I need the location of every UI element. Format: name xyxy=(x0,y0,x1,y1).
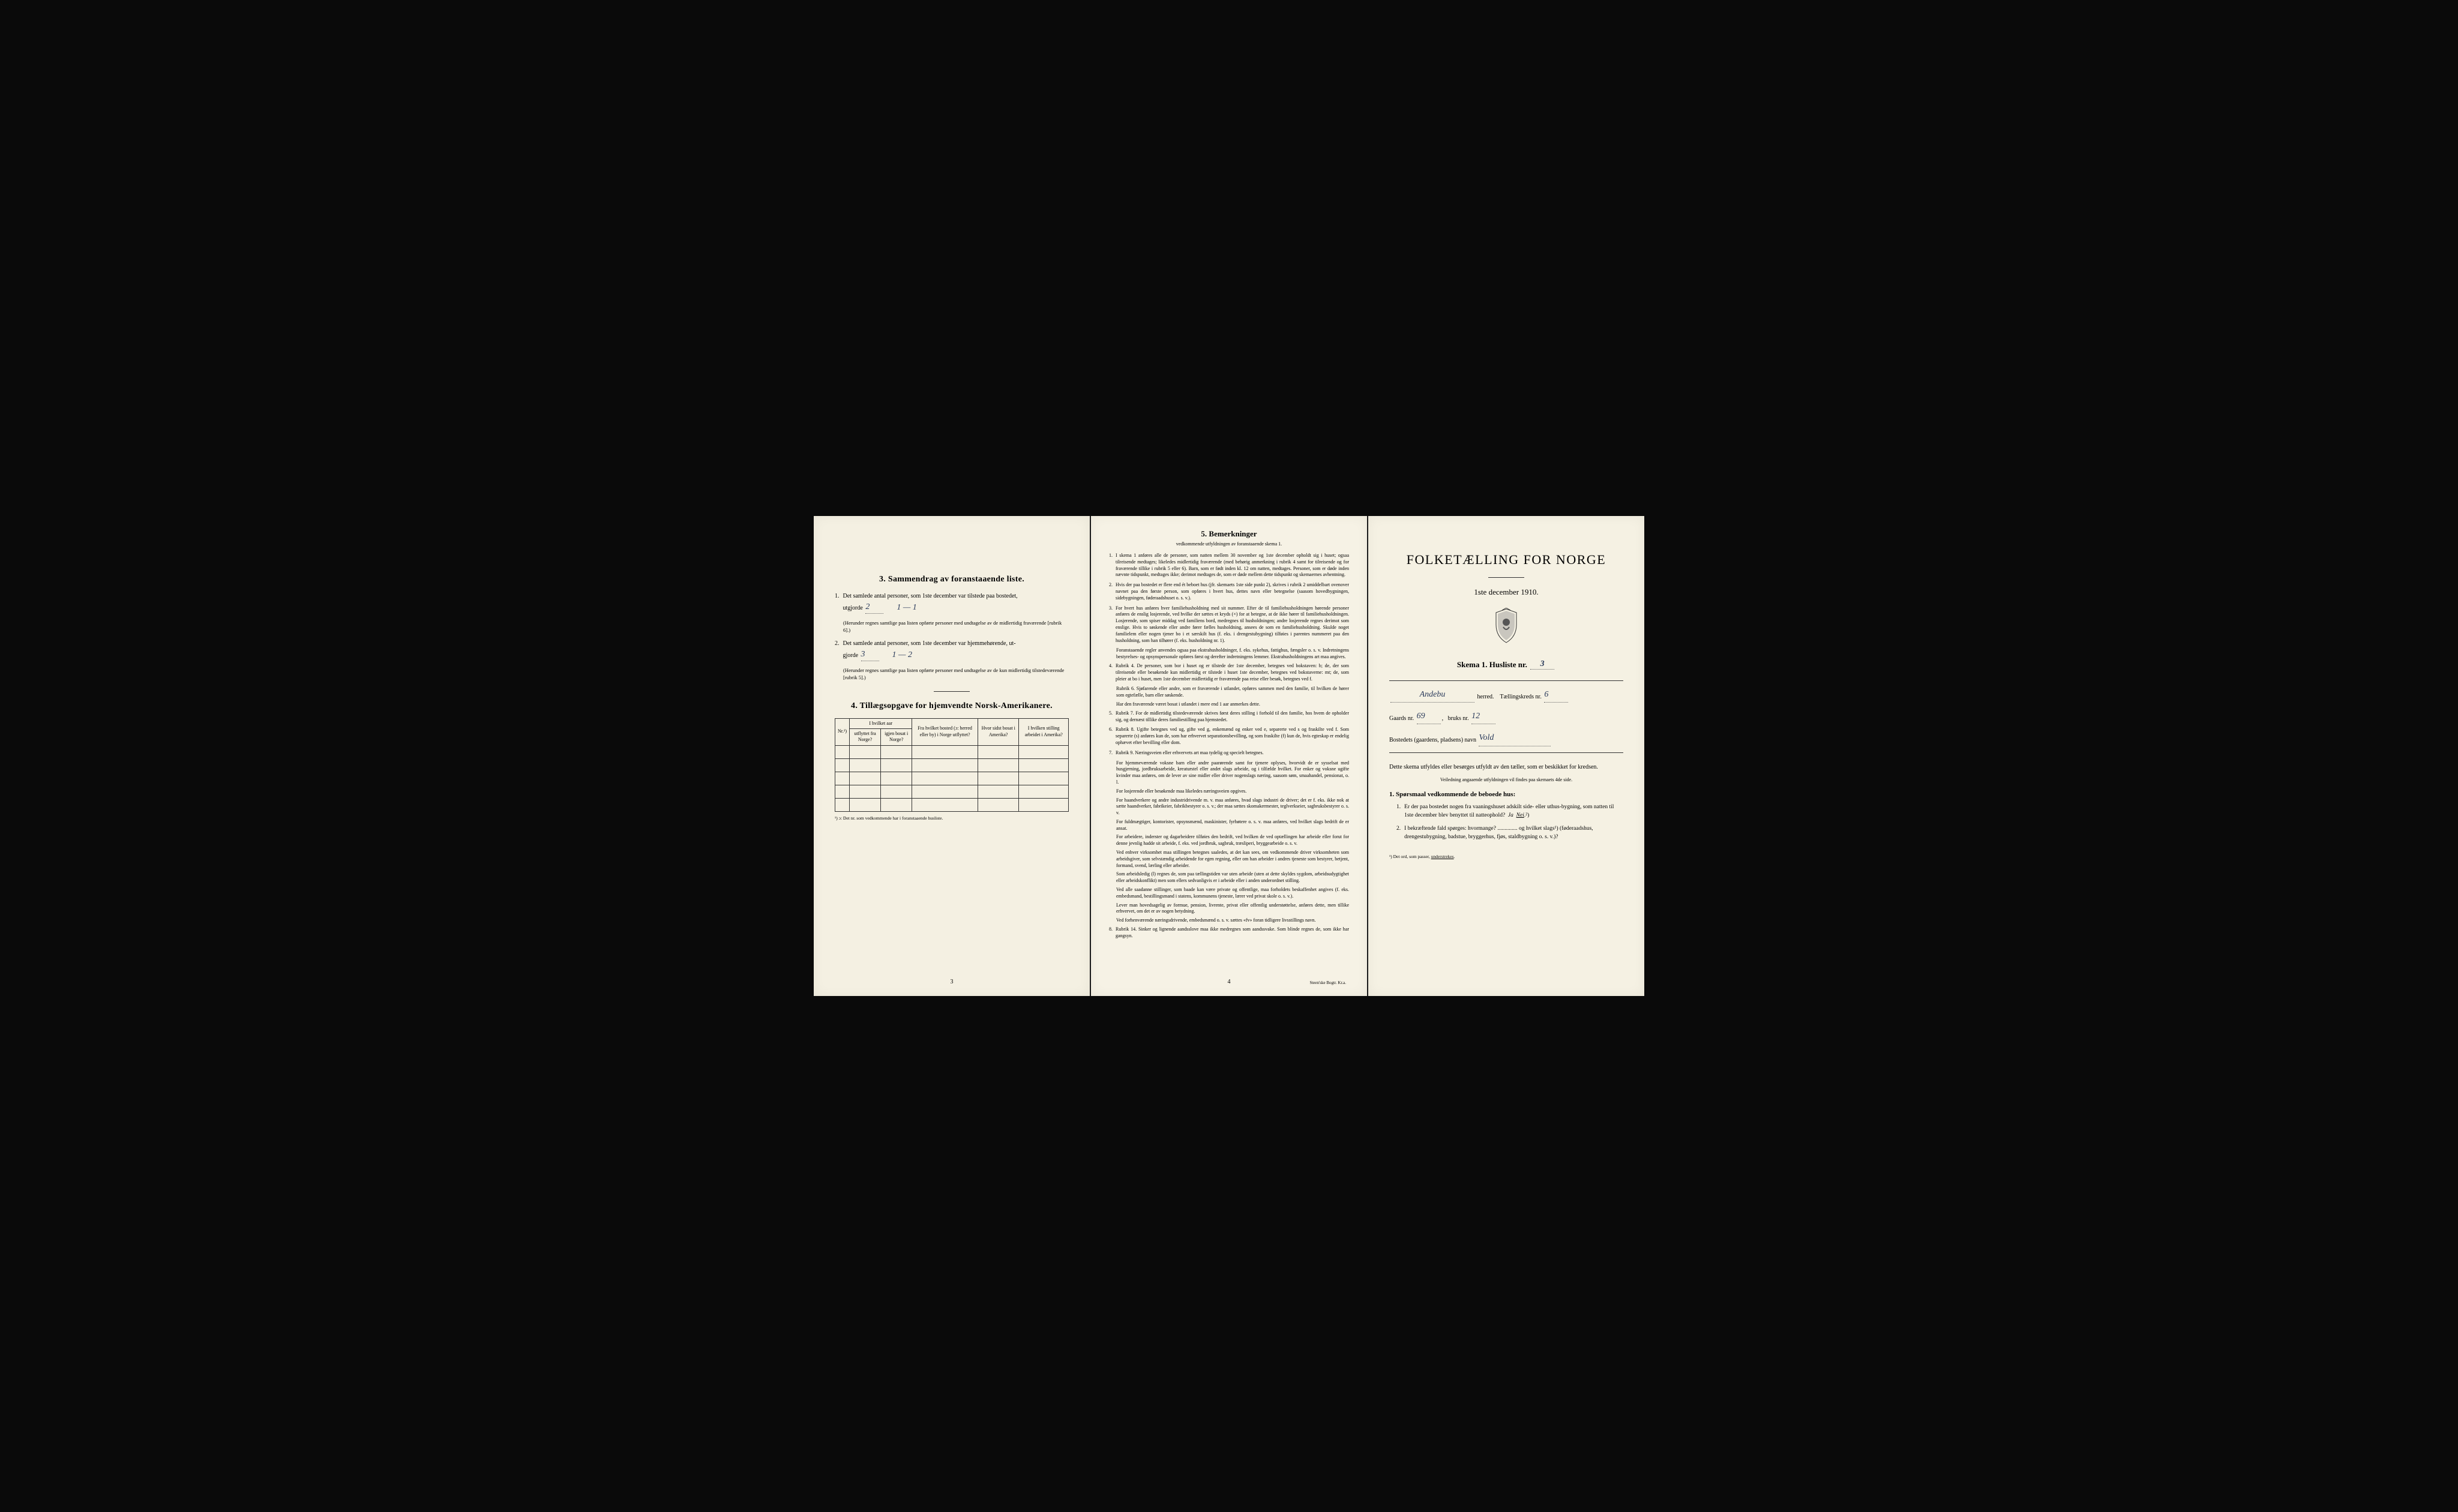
bruks-value: 12 xyxy=(1471,712,1480,721)
section5-title: 5. Bemerkninger xyxy=(1109,529,1349,539)
page-number: 3 xyxy=(951,979,954,985)
table-row xyxy=(835,785,1069,798)
divider xyxy=(1488,577,1524,578)
bosted-line: Bostedets (gaardens, pladsens) navn Vold xyxy=(1389,730,1623,746)
main-title: FOLKETÆLLING FOR NORGE xyxy=(1389,552,1623,568)
gaards-value: 69 xyxy=(1417,712,1425,721)
panel-left: 3. Sammendrag av foranstaaende liste. 1.… xyxy=(814,516,1090,996)
section3-item2: 2. Det samlede antal personer, som 1ste … xyxy=(835,639,1069,661)
tk-value: 6 xyxy=(1544,690,1548,699)
item2-note: (Herunder regnes samtlige paa listen opf… xyxy=(843,667,1069,682)
bosted-value: Vold xyxy=(1479,733,1494,742)
herred-value: Andebu xyxy=(1420,690,1446,699)
item1-note: (Herunder regnes samtlige paa listen opf… xyxy=(843,620,1069,634)
item1-value: 2 xyxy=(865,602,870,611)
th-igjen: igjen bosat i Norge? xyxy=(881,728,912,745)
section3-title: 3. Sammendrag av foranstaaende liste. xyxy=(835,575,1069,584)
section5-subtitle: vedkommende utfyldningen av foranstaaend… xyxy=(1109,541,1349,547)
th-nr: Nr.¹) xyxy=(835,718,850,745)
th-amerika: Hvor sidst bosat i Amerika? xyxy=(978,718,1019,745)
section4-table: Nr.¹) I hvilket aar Fra hvilket bosted (… xyxy=(835,718,1069,812)
question-2: 2. I bekræftende fald spørges: hvormange… xyxy=(1396,824,1623,842)
th-stilling: I hvilken stilling arbeidet i Amerika? xyxy=(1019,718,1069,745)
divider xyxy=(934,691,970,692)
date-line: 1ste december 1910. xyxy=(1389,587,1623,597)
coat-of-arms-icon xyxy=(1389,608,1623,647)
panel-right: FOLKETÆLLING FOR NORGE 1ste december 191… xyxy=(1368,516,1644,996)
instruction-small: Veiledning angaaende utfyldningen vil fi… xyxy=(1389,777,1623,782)
gaards-line: Gaards nr. 69, bruks nr. 12 xyxy=(1389,709,1623,724)
table-footnote: ¹) ɔ: Det nr. som vedkommende har i fora… xyxy=(835,815,1069,821)
q1-answer: Nei xyxy=(1516,812,1524,818)
document-triptych: 3. Sammendrag av foranstaaende liste. 1.… xyxy=(814,516,1644,996)
bemerkninger-list: 1.I skema 1 anføres alle de personer, so… xyxy=(1109,553,1349,940)
table-row xyxy=(835,758,1069,772)
th-utflyttet: utflyttet fra Norge? xyxy=(850,728,881,745)
husliste-nr: 3 xyxy=(1540,659,1545,668)
printer-note: Steen'ske Bogtr. Kr.a. xyxy=(1309,980,1346,985)
skema-line: Skema 1. Husliste nr. 3 xyxy=(1389,659,1623,670)
section4-title: 4. Tillægsopgave for hjemvendte Norsk-Am… xyxy=(835,701,1069,711)
panel-center: 5. Bemerkninger vedkommende utfyldningen… xyxy=(1091,516,1367,996)
table-row xyxy=(835,798,1069,811)
th-bosted: Fra hvilket bosted (ɔ: herred eller by) … xyxy=(912,718,978,745)
divider xyxy=(1389,680,1623,681)
question-1: 1. Er der paa bostedet nogen fra vaaning… xyxy=(1396,803,1623,820)
divider xyxy=(1389,752,1623,753)
item2-fraction: 1 — 2 xyxy=(892,650,912,659)
section3-item1: 1. Det samlede antal personer, som 1ste … xyxy=(835,592,1069,614)
th-aar: I hvilket aar xyxy=(850,718,912,728)
footnote: ¹) Det ord, som passer, understrekes. xyxy=(1389,854,1623,859)
item2-value: 3 xyxy=(861,650,865,659)
table-row xyxy=(835,745,1069,758)
table-body xyxy=(835,745,1069,811)
question-heading: 1. Spørsmaal vedkommende de beboede hus: xyxy=(1389,791,1623,798)
item1-fraction: 1 — 1 xyxy=(897,603,916,612)
instruction: Dette skema utfyldes eller besørges utfy… xyxy=(1389,763,1623,772)
page-number: 4 xyxy=(1228,979,1231,985)
herred-line: Andebu herred. Tællingskreds nr. 6 xyxy=(1389,687,1623,703)
table-row xyxy=(835,772,1069,785)
